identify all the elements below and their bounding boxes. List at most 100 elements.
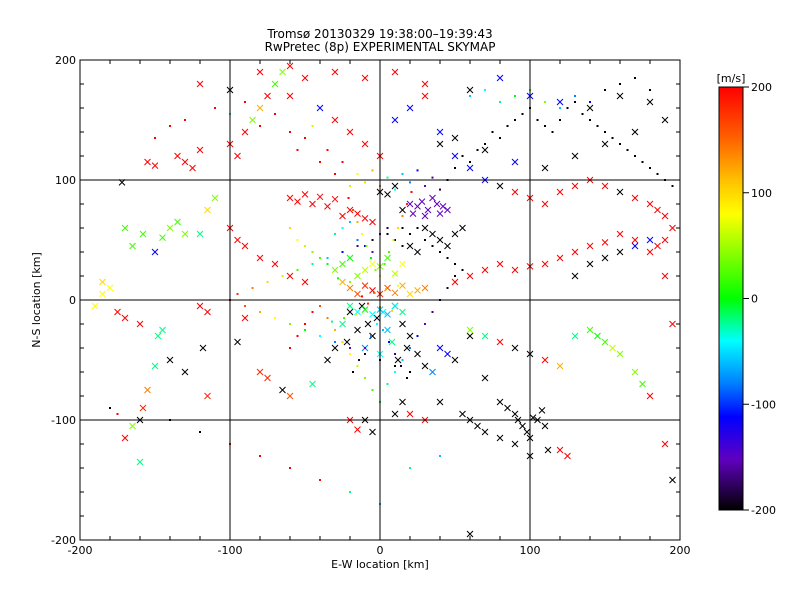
data-point-dot [326,257,329,259]
data-point-dot [484,143,486,145]
data-point-cross [586,260,594,268]
data-point-dot [289,467,291,469]
data-point-cross [99,290,106,298]
data-point-dot [604,89,606,91]
data-point-cross [669,476,676,484]
data-point-dot [169,125,171,127]
data-point-dot [311,263,314,265]
colorbar-tick-label: -200 [751,504,776,517]
data-point-cross [151,248,159,256]
data-point-dot [374,269,377,271]
data-point-cross [301,74,309,82]
data-point-cross [451,134,459,142]
data-point-cross [159,234,166,241]
data-point-cross [339,212,346,220]
data-point-dot [634,155,636,157]
data-point-cross [669,320,676,328]
data-point-cross [346,302,354,310]
colorbar-tick-label: 0 [751,293,758,306]
data-point-cross [586,326,594,334]
data-point-cross [511,266,519,274]
data-point-cross [331,266,339,274]
colorbar-label: [m/s] [717,72,746,85]
colorbar-tick-label: -100 [751,398,776,411]
data-point-cross [144,158,151,166]
data-point-cross [346,206,354,214]
data-point-cross [361,140,369,148]
colorbar-tick-label: 100 [751,187,772,200]
x-tick-label: -100 [218,544,243,557]
data-point-dot [356,221,359,223]
data-point-dot [391,309,393,312]
data-point-dot [259,311,261,313]
data-point-dot [364,181,366,184]
data-point-cross [631,242,639,250]
data-point-cross [511,410,519,418]
data-point-cross [654,242,661,250]
data-point-dot [244,305,246,307]
data-point-cross [406,410,414,418]
data-point-cross [373,314,381,322]
data-point-dot [349,221,351,223]
data-point-cross [481,332,489,340]
data-point-cross [409,210,417,217]
data-point-dot [397,227,399,229]
data-point-cross [511,188,519,196]
data-point-dot [386,383,389,385]
axis-ticks: -200 -100 0 100 200 -200 -100 0 100 200 [51,54,690,557]
data-point-cross [154,332,162,340]
data-point-dot [416,227,419,229]
data-point-cross [286,392,294,400]
data-point-dot [341,251,344,253]
data-point-cross [436,236,444,244]
data-point-cross [436,210,444,217]
data-point-dot [401,359,404,361]
data-point-dot [476,149,479,151]
data-point-dot [619,143,621,145]
data-point-dot [559,107,561,109]
data-point-cross [391,302,399,310]
y-axis-label: N-S location [km] [30,252,43,348]
data-point-cross [129,242,136,250]
data-point-cross [369,218,376,226]
data-point-cross [181,158,189,166]
data-point-dot [446,257,449,259]
data-point-cross [451,152,459,160]
data-point-cross [399,398,406,406]
data-point-dot [499,137,501,139]
data-point-cross [631,128,639,136]
data-point-cross [421,212,429,220]
data-point-cross [343,338,351,346]
data-point-dot [304,245,306,247]
data-point-cross [234,236,241,244]
data-point-dot [199,431,201,433]
data-point-cross [406,104,414,112]
data-point-cross [571,272,579,280]
data-point-dot [289,227,291,229]
data-point-cross [511,344,519,352]
data-point-cross [406,242,414,250]
data-point-cross [286,272,294,280]
data-point-cross [414,287,421,294]
data-point-dot [319,479,321,481]
data-point-dot [559,119,561,121]
data-point-dot [401,173,404,175]
data-point-cross [361,306,369,313]
data-point-dot [386,176,389,179]
data-point-dot [356,239,359,241]
data-point-cross [466,332,474,340]
data-point-dot [296,239,299,241]
data-point-dot [416,335,419,337]
data-point-cross [196,230,204,238]
data-point-cross [646,200,654,208]
data-point-dot [544,125,546,127]
data-point-dot [589,101,591,103]
data-point-dot [574,101,576,103]
data-point-cross [481,146,489,154]
data-point-dot [439,251,441,253]
data-point-dot [251,287,254,289]
data-point-cross [346,128,354,136]
data-point-dot [385,288,387,291]
data-point-dot [484,89,486,91]
data-point-cross [414,350,421,358]
